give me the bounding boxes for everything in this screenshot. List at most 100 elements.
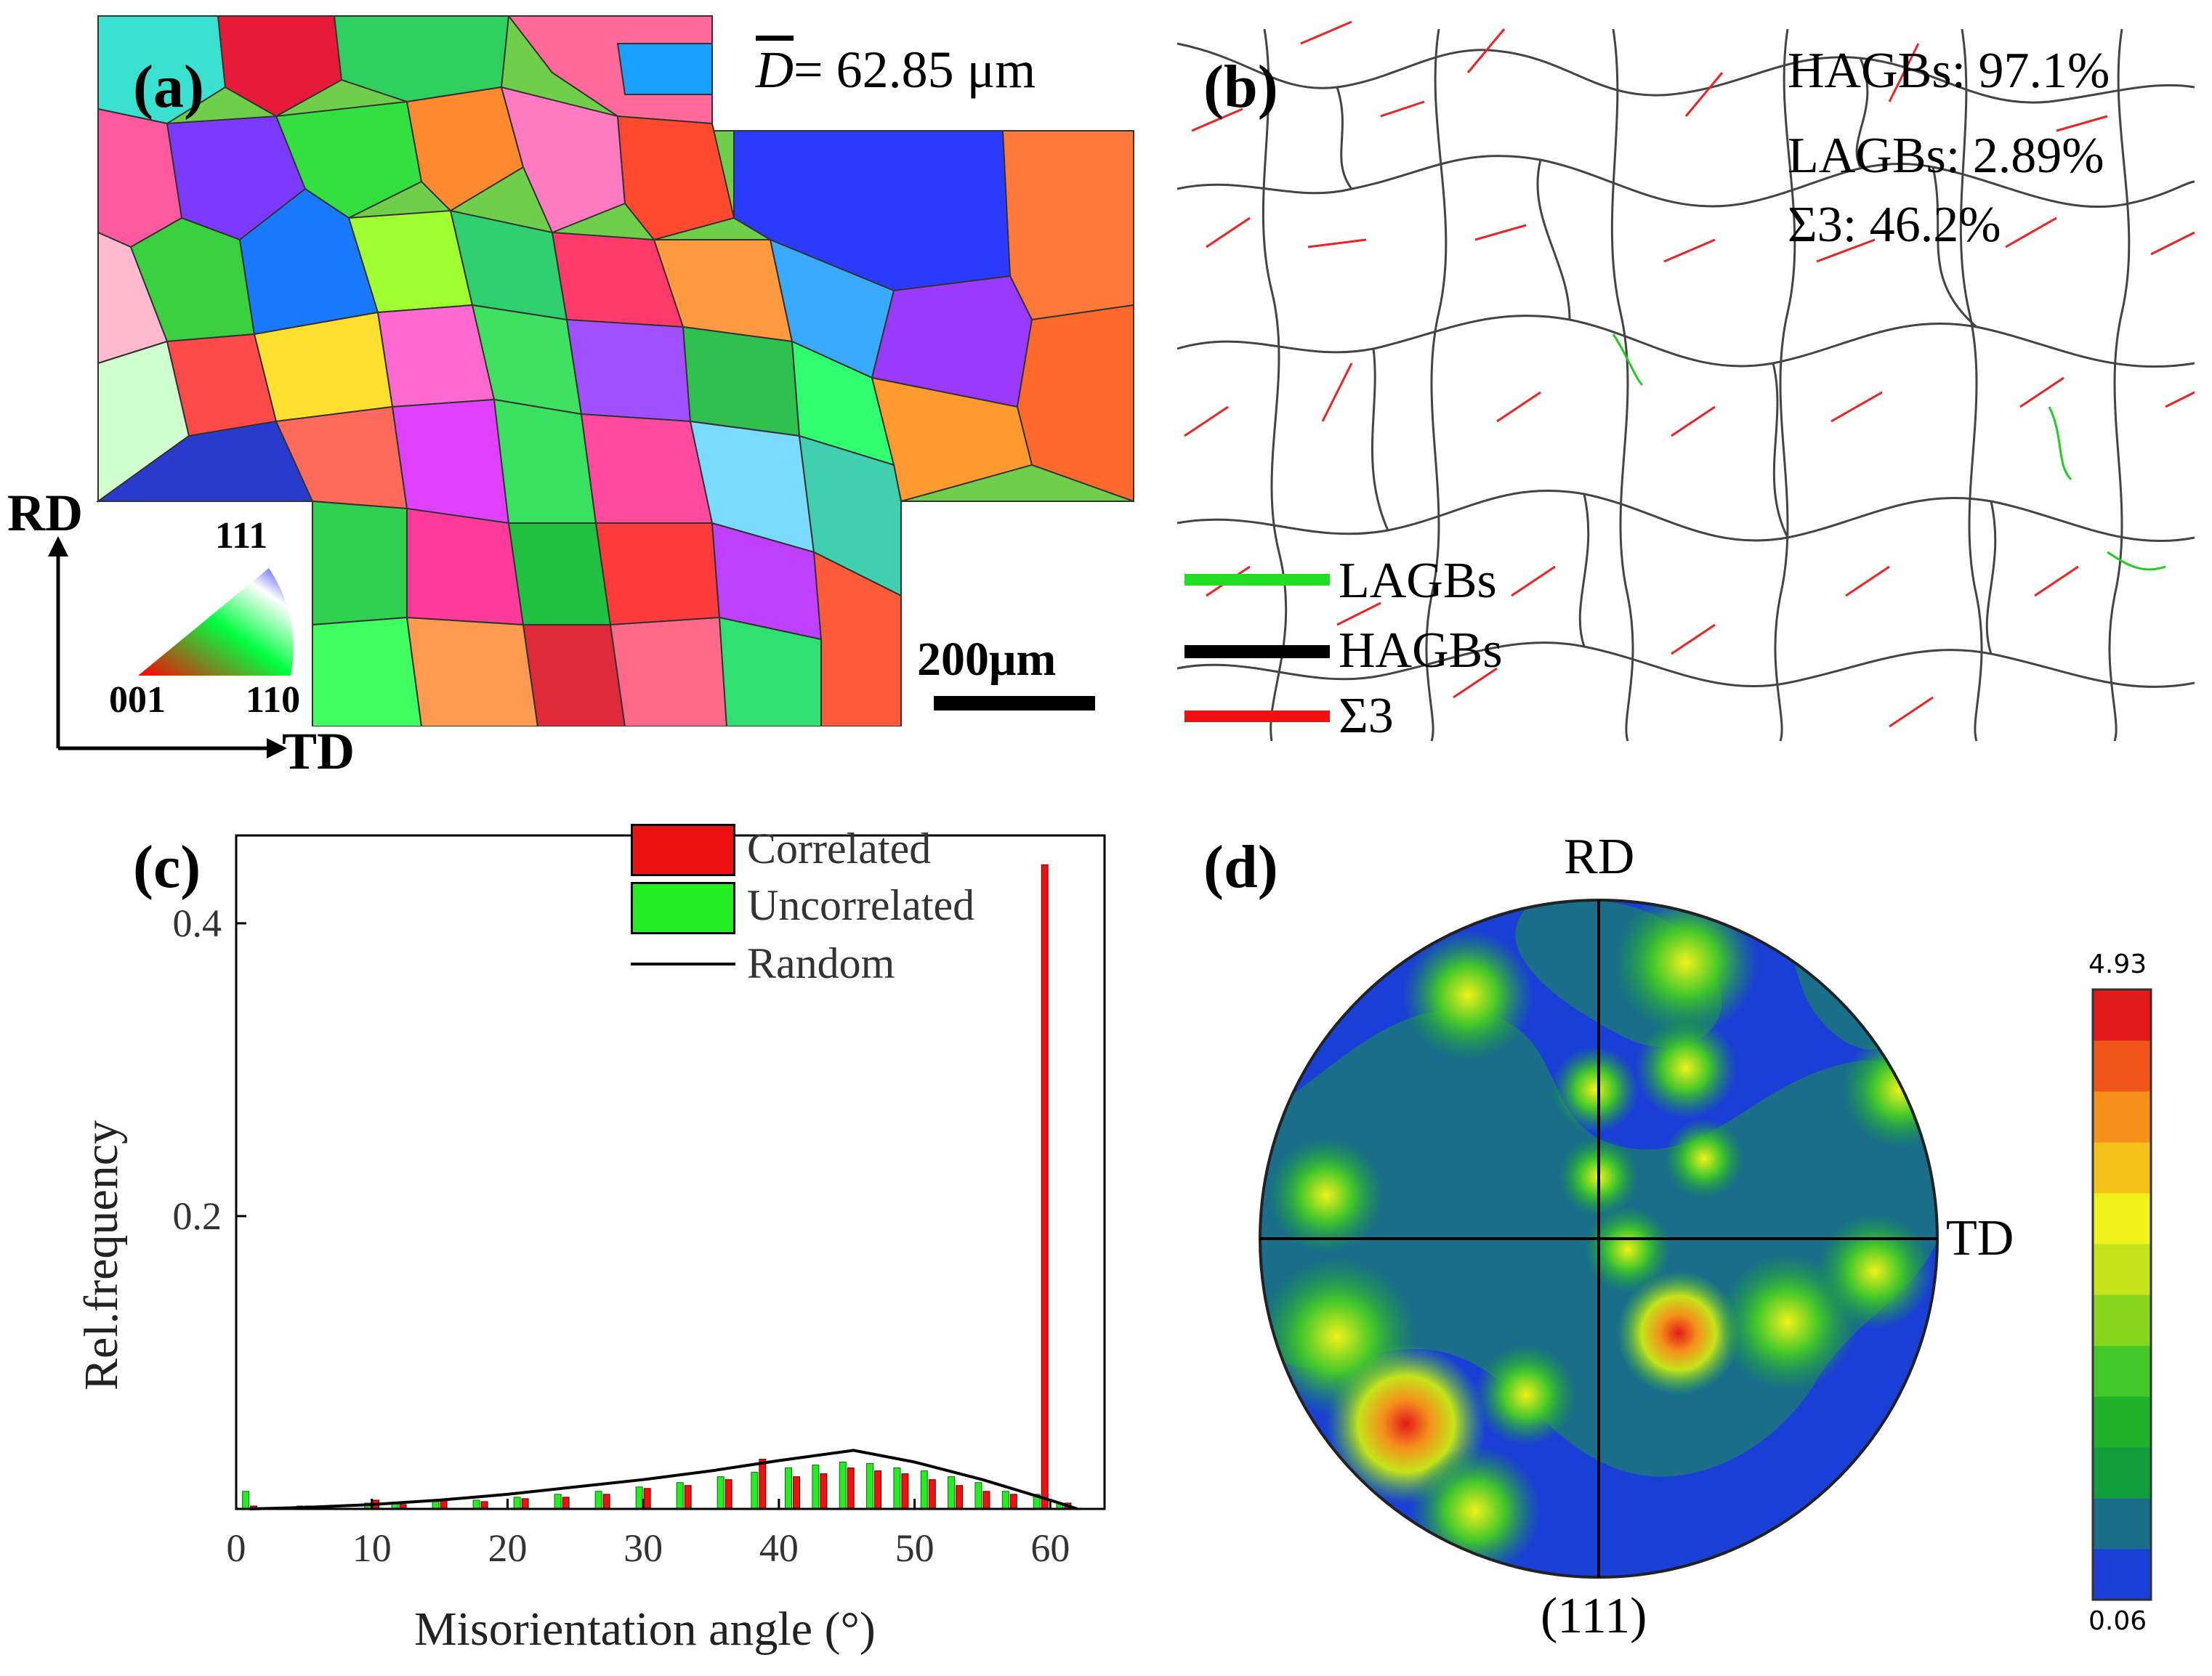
bar-correlated xyxy=(928,1479,936,1510)
x-tick-label: 50 xyxy=(895,1526,935,1570)
legend-sigma3-label: Σ3 xyxy=(1339,688,1394,744)
colorbar-segment xyxy=(2093,1040,2151,1092)
bar-uncorrelated xyxy=(472,1499,480,1510)
bar-correlated xyxy=(759,1458,767,1510)
pf-plane-label: (111) xyxy=(1541,1588,1647,1644)
panel-d-label: (d) xyxy=(1203,833,1278,901)
legend-correlated-swatch xyxy=(631,824,735,876)
bar-uncorrelated xyxy=(974,1482,982,1510)
ipf-001-label: 001 xyxy=(109,679,166,721)
colorbar-segment xyxy=(2093,1549,2151,1600)
bar-uncorrelated xyxy=(866,1463,874,1510)
scale-bar xyxy=(934,696,1095,711)
td-label: TD xyxy=(282,722,355,780)
bar-uncorrelated xyxy=(513,1497,521,1510)
x-axis-ticks: 0 10 20 30 40 50 60 xyxy=(227,1499,1070,1570)
bar-correlated xyxy=(982,1491,990,1510)
legend-uncorrelated-label: Uncorrelated xyxy=(747,881,975,929)
pf-td-label: TD xyxy=(1946,1210,2014,1266)
y-tick-label: 0.2 xyxy=(173,1194,222,1238)
random-distribution-line xyxy=(249,1449,1078,1510)
bar-correlated xyxy=(874,1470,882,1510)
legend-hagbs-swatch xyxy=(1184,645,1330,658)
rd-arrow-icon xyxy=(48,536,68,556)
chart-legend: Correlated Uncorrelated Random xyxy=(631,824,1038,1013)
colorbar-segment xyxy=(2093,1193,2151,1244)
mean-symbol: D xyxy=(756,41,794,99)
colorbar-segment xyxy=(2093,1091,2151,1143)
ipf-110-label: 110 xyxy=(246,679,301,721)
bar-correlated xyxy=(724,1479,732,1510)
x-tick-label: 10 xyxy=(352,1526,392,1570)
bar-uncorrelated xyxy=(554,1494,562,1510)
panel-c-label: (c) xyxy=(133,833,201,901)
bar-correlated xyxy=(793,1476,801,1510)
colorbar-min-label: 0.06 xyxy=(2088,1606,2147,1636)
legend-lagbs-swatch xyxy=(1184,574,1330,586)
colorbar-segment xyxy=(2093,1396,2151,1448)
scale-bar-label: 200μm xyxy=(917,633,1057,686)
mean-value: = 62.85 μm xyxy=(794,41,1036,99)
x-tick-label: 40 xyxy=(759,1526,799,1570)
bar-correlated xyxy=(820,1473,828,1510)
sigma3-boundaries xyxy=(1184,20,2195,728)
panel-a-label: (a) xyxy=(133,53,204,121)
pole-density-contours xyxy=(1260,900,1937,1577)
bar-correlated xyxy=(684,1485,692,1510)
legend-random-swatch xyxy=(631,963,735,965)
x-tick-label: 30 xyxy=(623,1526,663,1570)
stat-hagbs: HAGBs: 97.1% xyxy=(1788,43,2110,99)
colorbar xyxy=(2091,988,2152,1601)
y-tick-label: 0.4 xyxy=(173,902,222,945)
bar-correlated xyxy=(480,1501,488,1510)
bar-uncorrelated xyxy=(432,1501,440,1510)
colorbar-segment xyxy=(2093,1142,2151,1194)
panel-b: (b) HAGBs: 97.1% LAGBs: 2.89% Σ3: 46.2% … xyxy=(1163,0,2212,785)
bar-uncorrelated xyxy=(1001,1491,1009,1510)
bar-uncorrelated xyxy=(717,1476,724,1510)
grain-boundary-map xyxy=(1176,20,2195,742)
panel-d: (d) RD TD (111) 4.93 0.06 xyxy=(1163,799,2212,1672)
colorbar-segment xyxy=(2093,1244,2151,1295)
lagb-boundaries xyxy=(1612,333,2166,571)
pf-rd-label: RD xyxy=(1564,829,1635,885)
legend-random-label: Random xyxy=(747,939,895,987)
mean-grain-size: D= 62.85 μm xyxy=(756,40,1036,100)
bar-uncorrelated xyxy=(812,1465,820,1510)
x-tick-label: 60 xyxy=(1030,1526,1070,1570)
ipf-111-label: 111 xyxy=(215,515,268,556)
colorbar-segment xyxy=(2093,1447,2151,1499)
bar-correlated xyxy=(1041,864,1049,1510)
bar-correlated xyxy=(847,1467,855,1510)
stat-sigma3: Σ3: 46.2% xyxy=(1788,197,2001,253)
panel-b-label: (b) xyxy=(1203,53,1278,121)
legend-lagbs-label: LAGBs xyxy=(1339,553,1497,609)
bar-uncorrelated xyxy=(785,1467,793,1510)
bar-uncorrelated xyxy=(839,1462,847,1510)
colorbar-frame xyxy=(2091,988,2152,1601)
hagb-network xyxy=(1176,28,2195,742)
x-tick-label: 20 xyxy=(488,1526,527,1570)
bar-uncorrelated xyxy=(635,1486,643,1510)
bar-uncorrelated xyxy=(893,1467,901,1510)
colorbar-segment xyxy=(2093,1345,2151,1397)
bar-uncorrelated xyxy=(676,1482,684,1510)
bar-correlated xyxy=(440,1499,448,1510)
bar-uncorrelated xyxy=(920,1470,928,1510)
rd-label: RD xyxy=(7,484,83,542)
bar-correlated xyxy=(643,1488,651,1510)
ebsd-ipf-map xyxy=(0,0,1152,788)
legend-uncorrelated-swatch xyxy=(631,882,735,934)
ipf-color-key xyxy=(138,568,294,676)
legend-hagbs-label: HAGBs xyxy=(1339,623,1503,679)
panel-c: 0 10 20 30 40 50 60 0.2 0.4 (c) Misorientation … xyxy=(0,799,1148,1672)
panel-a: (a) D= 62.85 μm 111 001 110 RD TD 200μm xyxy=(0,0,1152,788)
bar-correlated xyxy=(956,1485,964,1510)
ipf-triangle xyxy=(138,568,294,676)
bar-uncorrelated xyxy=(948,1476,956,1510)
colorbar-segment xyxy=(2093,1295,2151,1346)
x-axis-label: Misorientation angle (°) xyxy=(414,1603,876,1656)
td-arrow-icon xyxy=(267,738,287,758)
y-axis-label: Rel.frequency xyxy=(75,1120,128,1390)
bar-uncorrelated xyxy=(242,1491,250,1510)
